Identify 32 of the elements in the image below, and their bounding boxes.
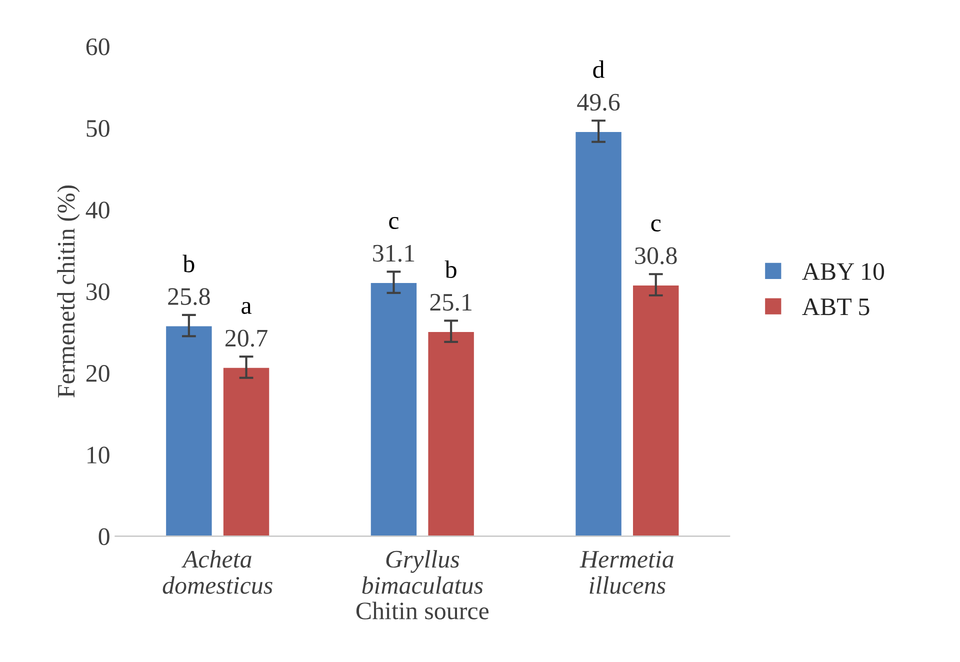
y-tick-label: 50 <box>86 120 110 137</box>
y-tick-label: 0 <box>98 528 110 546</box>
legend-label: ABT 5 <box>802 298 870 316</box>
bar <box>164 324 214 536</box>
bar <box>574 130 623 536</box>
data-label: 25.8 <box>168 288 210 306</box>
data-label: 25.1 <box>430 294 472 311</box>
data-label: 31.1 <box>373 244 414 262</box>
annotation: a <box>242 302 252 314</box>
y-tick-label: 10 <box>88 446 110 464</box>
annotation: c <box>651 219 661 232</box>
y-tick-label: 40 <box>86 202 110 219</box>
y-axis-title: Fermenetd chitin (%) <box>57 185 80 398</box>
annotation: b <box>182 254 194 272</box>
bar <box>632 284 680 536</box>
bar <box>426 330 476 536</box>
x-tick-label: Acheta domesticus <box>162 550 272 594</box>
x-tick-label: Gryllus bimaculatus <box>362 550 483 594</box>
data-label: 20.7 <box>225 330 268 347</box>
data-label: 30.8 <box>635 247 677 264</box>
y-tick-label: 20 <box>86 364 110 382</box>
annotation: d <box>593 60 604 78</box>
y-tick-label: 30 <box>86 283 110 300</box>
x-tick-label: Hermetia illucens <box>580 550 674 594</box>
x-axis-title: Chitin source <box>356 602 489 620</box>
data-label: 49.6 <box>577 94 620 111</box>
annotation: b <box>444 260 456 278</box>
annotation: c <box>389 217 399 230</box>
legend-label: ABY 10 <box>802 263 884 280</box>
bar <box>222 366 271 536</box>
bar <box>369 282 418 536</box>
y-tick-label: 60 <box>86 38 110 56</box>
